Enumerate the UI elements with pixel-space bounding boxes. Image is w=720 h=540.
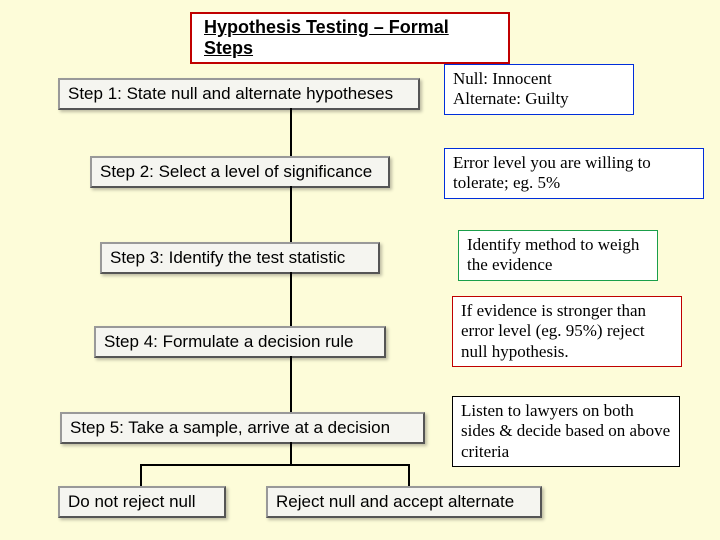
- step-box-3: Step 3: Identify the test statistic: [100, 242, 380, 274]
- decision-box-2: Reject null and accept alternate: [266, 486, 542, 518]
- step-text: Step 5: Take a sample, arrive at a decis…: [70, 418, 390, 437]
- connector-1: [290, 186, 292, 242]
- note-box-4: If evidence is stronger than error level…: [452, 296, 682, 367]
- step-box-5: Step 5: Take a sample, arrive at a decis…: [60, 412, 425, 444]
- note-box-2: Error level you are willing to tolerate;…: [444, 148, 704, 199]
- step-box-2: Step 2: Select a level of significance: [90, 156, 390, 188]
- note-box-1: Null: Innocent Alternate: Guilty: [444, 64, 634, 115]
- connector-4: [290, 442, 292, 466]
- decision-text: Do not reject null: [68, 492, 196, 511]
- decision-box-1: Do not reject null: [58, 486, 226, 518]
- note-box-3: Identify method to weigh the evidence: [458, 230, 658, 281]
- step-text: Step 3: Identify the test statistic: [110, 248, 345, 267]
- connector-5: [140, 464, 410, 466]
- step-text: Step 1: State null and alternate hypothe…: [68, 84, 393, 103]
- connector-2: [290, 272, 292, 326]
- step-text: Step 4: Formulate a decision rule: [104, 332, 353, 351]
- step-box-1: Step 1: State null and alternate hypothe…: [58, 78, 420, 110]
- connector-0: [290, 108, 292, 156]
- title-box: Hypothesis Testing – Formal Steps: [190, 12, 510, 64]
- step-box-4: Step 4: Formulate a decision rule: [94, 326, 386, 358]
- connector-7: [408, 464, 410, 486]
- connector-6: [140, 464, 142, 486]
- note-box-5: Listen to lawyers on both sides & decide…: [452, 396, 680, 467]
- connector-3: [290, 356, 292, 412]
- title-text: Hypothesis Testing – Formal Steps: [204, 17, 449, 58]
- decision-text: Reject null and accept alternate: [276, 492, 514, 511]
- step-text: Step 2: Select a level of significance: [100, 162, 372, 181]
